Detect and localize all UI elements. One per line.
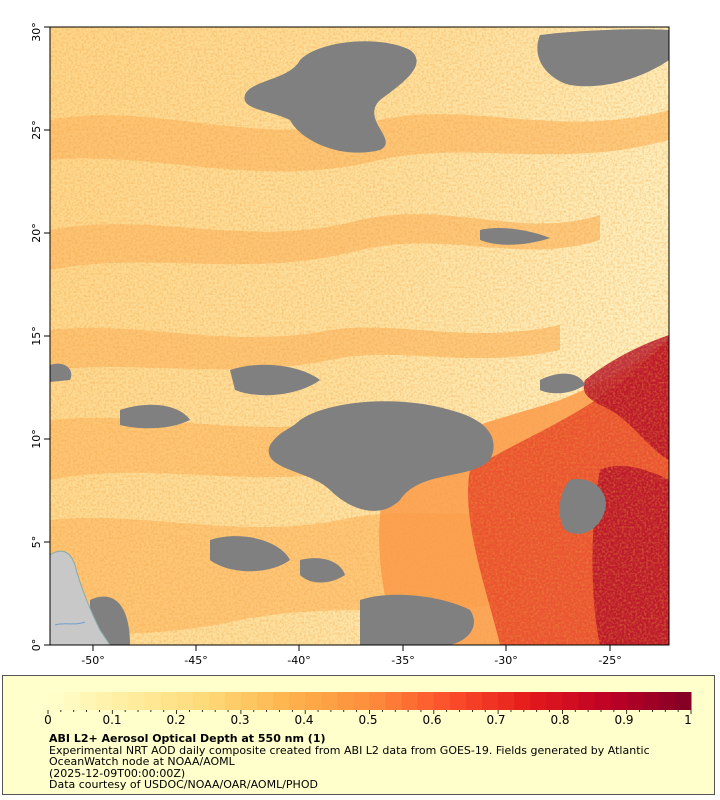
colorbar-tick-label: 0.5 [358,713,377,727]
colorbar-swatch [610,692,628,710]
colorbar-tick-label: 0.1 [102,713,121,727]
colorbar-swatch [498,692,515,710]
lat-tick-label: 0° [30,639,43,652]
legend-description: Experimental NRT AOD daily composite cre… [49,744,650,768]
colorbar-tick-label: 0.6 [422,713,441,727]
colorbar-swatch [273,692,290,710]
latitude-axis: 0° 5° 10° 15° 20° 25° 30° [30,22,50,651]
colorbar-swatch [465,692,483,710]
colorbar-swatch [96,692,113,710]
colorbar-tick-label: 0.3 [230,713,249,727]
colorbar-swatch [240,692,258,710]
colorbar-swatch [128,692,145,710]
colorbar-swatch [192,692,210,710]
legend-credit: Data courtesy of USDOC/NOAA/OAR/AOML/PHO… [49,778,318,791]
lat-tick-label: 30° [30,22,43,42]
colorbar-swatch [160,692,178,710]
lon-tick-label: -35° [391,654,414,667]
colorbar-swatch [321,692,338,710]
colorbar-swatch [305,692,322,710]
colorbar-swatch [642,692,660,710]
colorbar-swatch [530,692,547,710]
colorbar-swatches [48,692,692,710]
colorbar-tick-label: 0.4 [294,713,313,727]
colorbar-swatch [176,692,194,710]
colorbar-swatch [256,692,274,710]
aod-map: -50° -45° -40° -35° -30° -25° 0° 5° 10° … [30,22,670,667]
colorbar-swatch [385,692,403,710]
colorbar-tick-label: 1 [684,713,692,727]
lat-tick-label: 5° [30,536,43,549]
lon-tick-label: -45° [184,654,207,667]
lat-tick-label: 25° [30,120,43,140]
colorbar-swatch [224,692,242,710]
colorbar-swatch [64,692,81,710]
lon-tick-label: -40° [287,654,310,667]
colorbar-swatch [626,692,644,710]
colorbar-swatch [337,692,354,710]
no-data-mask [50,29,669,645]
colorbar-swatch [546,692,563,710]
colorbar-ticks: 0 0.1 0.2 0.3 0.4 0.5 0.6 0.7 0.8 0.9 1 [44,710,692,727]
colorbar-tick-label: 0 [44,713,52,727]
lon-tick-label: -25° [598,654,621,667]
colorbar-swatch [144,692,162,710]
south-america-landmass [50,550,111,645]
colorbar-swatch [112,692,129,710]
colorbar-swatch [562,692,579,710]
colorbar-swatch [353,692,370,710]
lat-tick-label: 15° [30,326,43,346]
colorbar-swatch [417,692,435,710]
colorbar-swatch [48,692,65,710]
legend-panel: 0 0.1 0.2 0.3 0.4 0.5 0.6 0.7 0.8 0.9 1 … [2,675,715,795]
colorbar-swatch [80,692,97,710]
colorbar: 0 0.1 0.2 0.3 0.4 0.5 0.6 0.7 0.8 0.9 1 [44,692,692,727]
lon-tick-label: -30° [494,654,517,667]
colorbar-swatch [578,692,596,710]
lon-tick-label: -50° [81,654,104,667]
colorbar-swatch [289,692,306,710]
colorbar-swatch [674,692,692,710]
longitude-axis: -50° -45° -40° -35° -30° -25° [81,645,622,667]
colorbar-swatch [369,692,387,710]
legend-title: ABI L2+ Aerosol Optical Depth at 550 nm … [49,732,326,745]
colorbar-swatch [449,692,467,710]
colorbar-swatch [514,692,531,710]
colorbar-swatch [482,692,499,710]
colorbar-swatch [208,692,226,710]
colorbar-tick-label: 0.7 [486,713,505,727]
colorbar-swatch [658,692,676,710]
colorbar-tick-label: 0.2 [166,713,185,727]
colorbar-tick-label: 0.8 [550,713,569,727]
lat-tick-label: 10° [30,429,43,449]
colorbar-swatch [594,692,612,710]
legend-timestamp: (2025-12-09T00:00:00Z) [49,767,186,780]
lat-tick-label: 20° [30,223,43,243]
colorbar-swatch [401,692,419,710]
colorbar-swatch [433,692,451,710]
colorbar-tick-label: 0.9 [614,713,633,727]
